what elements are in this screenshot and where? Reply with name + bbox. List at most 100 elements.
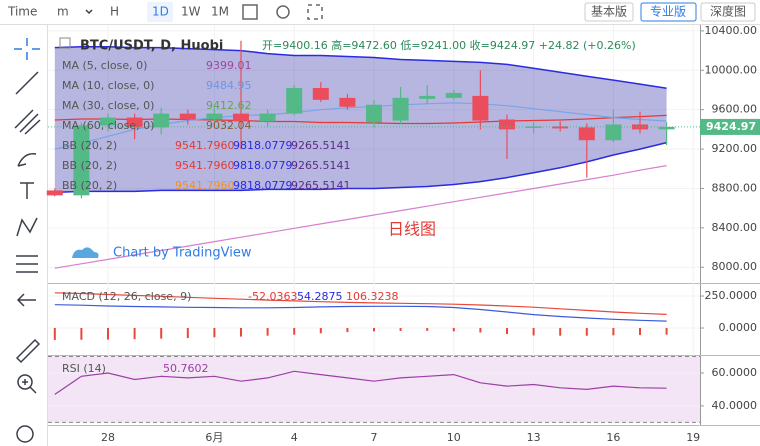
- interval-button[interactable]: 1D: [152, 5, 169, 19]
- candle-body: [366, 104, 382, 123]
- candle-body: [525, 126, 542, 128]
- histogram-bar: [426, 328, 429, 331]
- interval-button[interactable]: 1M: [211, 5, 229, 19]
- candle-body: [312, 88, 329, 100]
- legend-box: [59, 37, 71, 49]
- x-tick-label: 7: [371, 431, 378, 444]
- crosshair-tool[interactable]: [14, 38, 40, 60]
- version-button-bg: [640, 2, 697, 22]
- interval-button[interactable]: 1W: [181, 5, 201, 19]
- indicator-line: [54, 370, 667, 395]
- candle-body: [339, 97, 356, 107]
- histogram-bar: [186, 328, 189, 339]
- legend-name: MA (60, close, 0): [62, 119, 154, 132]
- zoom-tool[interactable]: [17, 374, 33, 390]
- legend-value: 9541.7960: [175, 179, 235, 192]
- legend-value: 9032.04: [206, 119, 252, 132]
- y-tick-label: 8800.00: [712, 181, 758, 194]
- histogram-bar: [585, 328, 588, 336]
- interval-button[interactable]: Time: [7, 5, 37, 19]
- overlay-line: [54, 165, 667, 269]
- histogram-bar: [133, 328, 136, 340]
- indicator-value: 106.3238: [346, 290, 399, 303]
- chart-type-icon[interactable]: [242, 4, 258, 20]
- magnet-tool[interactable]: [16, 425, 34, 443]
- active-bg: [147, 2, 173, 22]
- interval-button[interactable]: H: [110, 5, 119, 19]
- legend-name: MA (5, close, 0): [62, 59, 147, 72]
- histogram-bar: [373, 328, 375, 332]
- version-button[interactable]: 专业版: [650, 4, 686, 19]
- candle-body: [100, 117, 116, 126]
- histogram-bar: [160, 328, 163, 339]
- histogram-bar: [266, 328, 269, 336]
- histogram-bar: [639, 328, 641, 336]
- brush-tool[interactable]: [17, 153, 37, 167]
- legend-name: BB (20, 2): [62, 179, 117, 192]
- candle-body: [179, 113, 196, 120]
- y-tick-label: 9200.00: [712, 142, 758, 155]
- histogram-bar: [506, 328, 508, 335]
- fullscreen-icon[interactable]: [307, 4, 323, 20]
- indicator-line: [54, 292, 667, 315]
- version-button-bg: [584, 2, 634, 22]
- indicator-line: [54, 304, 667, 322]
- legend-value: 9265.5141: [291, 179, 351, 192]
- candle-body: [472, 95, 489, 121]
- y-tick-label: 9600.00: [712, 103, 758, 116]
- candle-body: [286, 88, 303, 114]
- indicator-value: 50.7602: [163, 362, 209, 375]
- x-tick-label: 6月: [205, 431, 223, 444]
- x-tick-label: 19: [686, 431, 700, 444]
- histogram-bar: [559, 328, 562, 336]
- candle-body: [392, 97, 409, 121]
- histogram-bar: [319, 328, 322, 334]
- histogram-bar: [665, 328, 668, 335]
- indicator-title: MACD (12, 26, close, 9): [62, 290, 191, 303]
- overlay-line: [54, 141, 667, 194]
- fib-tool[interactable]: [14, 109, 41, 135]
- pattern-tool[interactable]: [16, 217, 38, 237]
- ruler-tool[interactable]: [15, 338, 41, 364]
- legend-name: BB (20, 2): [62, 159, 117, 172]
- indicator-value: -52.0363: [248, 290, 297, 303]
- last-price-label: 9424.97: [706, 120, 756, 133]
- indicator-value: 54.2875: [297, 290, 343, 303]
- candle-body: [552, 126, 569, 129]
- y-tick-label: 10000.00: [705, 63, 758, 76]
- settings-icon[interactable]: [276, 5, 290, 19]
- overlay-line: [54, 45, 667, 89]
- legend-value: 9265.5141: [291, 159, 351, 172]
- candle-body: [419, 95, 436, 99]
- version-button[interactable]: 深度图: [710, 4, 746, 19]
- candle-body: [126, 117, 143, 128]
- toolbar: Time m H 1D 1W 1M 基本版 专业版 深度图: [0, 2, 760, 25]
- legend-name: MA (10, close, 0): [62, 79, 154, 92]
- legend-name: MA (30, close, 0): [62, 99, 154, 112]
- legend-value: 9541.7960: [175, 159, 235, 172]
- candle-body: [578, 127, 595, 141]
- last-price-box: [700, 118, 760, 135]
- candle-body: [153, 113, 170, 128]
- legend-value: 9412.62: [206, 99, 252, 112]
- back-tool[interactable]: [16, 293, 36, 307]
- histogram-bar: [479, 328, 482, 333]
- text-tool[interactable]: [20, 182, 34, 199]
- candle-body: [499, 119, 515, 130]
- trendline-tool[interactable]: [15, 71, 39, 95]
- x-tick-label: 4: [291, 431, 298, 444]
- candle-body: [259, 113, 276, 122]
- y-tick-label: 10400.00: [705, 24, 758, 37]
- histogram-bar: [346, 328, 349, 333]
- interval-button[interactable]: m: [57, 5, 69, 19]
- legend-value: 9818.0779: [233, 179, 293, 192]
- drawing-tools: [14, 25, 48, 446]
- watermark-logo: [72, 247, 99, 258]
- histogram-bar: [80, 328, 83, 340]
- version-button[interactable]: 基本版: [591, 5, 627, 19]
- annotation: 日线图: [388, 220, 436, 239]
- histogram-bar: [399, 328, 402, 331]
- histogram-bar: [532, 328, 535, 336]
- chart-title: BTC/USDT, D, Huobi: [80, 39, 223, 54]
- prediction-tool[interactable]: [16, 255, 38, 273]
